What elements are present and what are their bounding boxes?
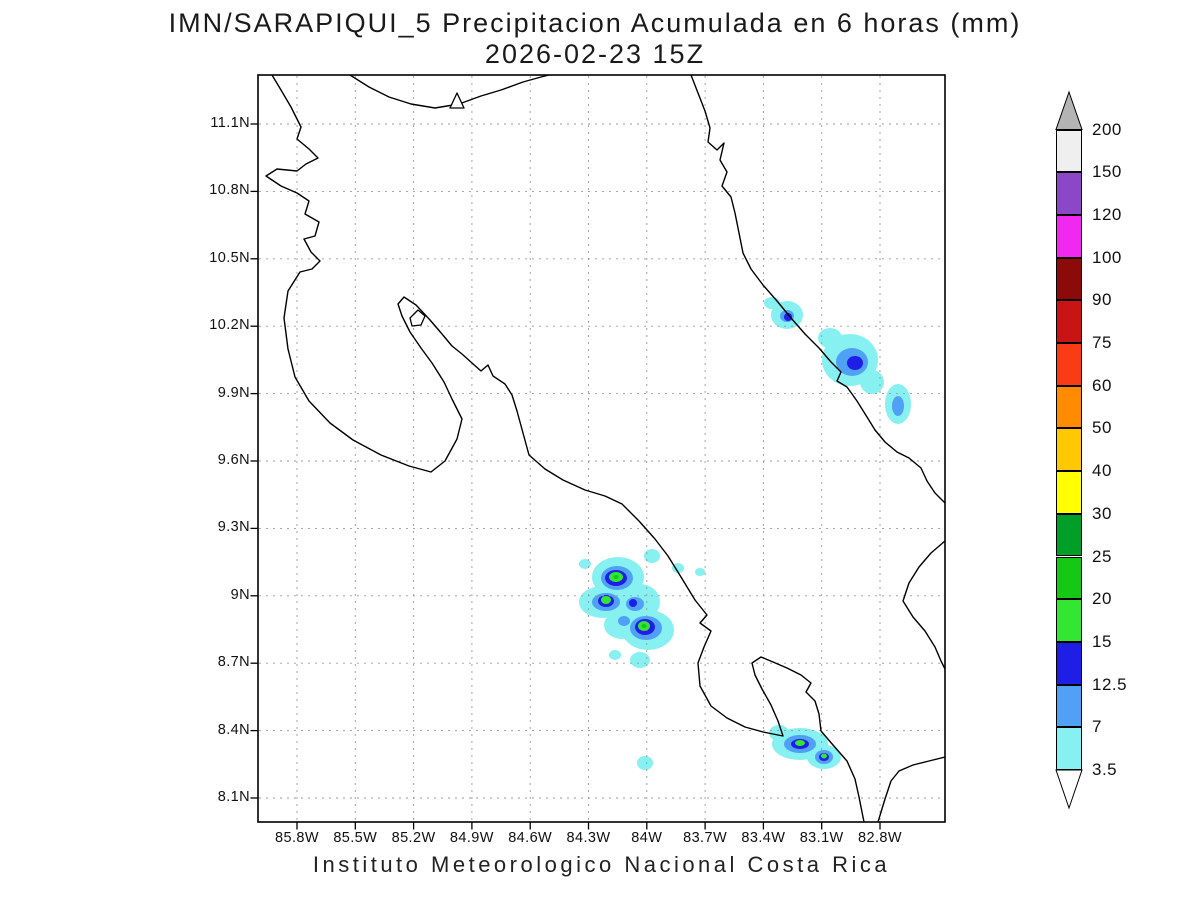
colorbar-cell [1056,172,1082,215]
precip-level-3.5-7 [579,297,911,770]
precip-shading [579,297,911,770]
lat-tick-label: 8.4N [217,721,250,738]
chart-subtitle-datetime: 2026-02-23 15Z [484,39,706,69]
lat-tick-label: 9N [230,586,250,603]
colorbar-cell [1056,300,1082,343]
lat-tick-label: 9.3N [217,519,250,536]
colorbar-label: 30 [1092,503,1112,523]
colorbar-label: 7 [1092,717,1102,737]
coastline-caribbean [690,75,945,504]
lon-tick-label: 83.4W [741,830,786,846]
colorbar-cell [1056,556,1082,600]
colorbar-cell [1056,641,1082,685]
colorbar-label: 25 [1092,546,1112,566]
gridlines [259,76,944,821]
colorbar-label: 60 [1092,375,1112,395]
colorbar-cell [1056,129,1082,173]
lat-tick-label: 9.9N [217,384,250,401]
colorbar-label: 120 [1092,204,1122,224]
colorbar-cell [1056,428,1082,472]
colorbar-label: 90 [1092,290,1112,310]
coastline-pacific-panama [877,756,945,822]
solentiname-island [449,92,465,109]
colorbar-label: 3.5 [1092,760,1118,779]
coastline-almirante-bay [902,540,945,670]
colorbar-label: 75 [1092,333,1112,352]
lat-tick-label: 10.5N [209,249,250,266]
footer-institution: Instituto Meteorologico Nacional Costa R… [312,852,891,877]
colorbar-label: 15 [1092,631,1112,651]
colorbar-arrow-top [1055,90,1083,130]
colorbar-label: 12.5 [1092,674,1128,694]
plot-frame [257,74,946,823]
axis-tick-marks [250,123,881,830]
colorbar-cell [1056,385,1082,429]
colorbar-cell [1056,513,1082,557]
colorbar-cell [1056,214,1082,258]
colorbar-label: 50 [1092,418,1112,438]
colorbar-label: 100 [1092,247,1122,267]
lon-tick-label: 85.5W [333,830,378,846]
lat-tick-label: 9.6N [217,452,250,468]
coastline-pacific-costa-rica [265,75,865,822]
colorbar-label: 150 [1092,162,1122,182]
lon-tick-label: 84W [631,830,663,846]
lon-tick-label: 82.8W [858,830,902,846]
colorbar-cell [1056,257,1082,301]
lat-tick-label: 8.7N [217,654,250,671]
lat-tick-label: 10.2N [209,317,250,334]
colorbar-label: 20 [1092,589,1112,609]
colorbar-arrow-bottom [1055,769,1083,810]
precip-level-20-25 [613,575,647,628]
lat-tick-label: 8.1N [217,789,250,805]
colorbar-label: 40 [1092,461,1112,481]
colorbar-cell [1056,343,1082,386]
lat-tick-label: 11.1N [210,115,250,131]
lon-tick-label: 85.8W [275,830,319,846]
colorbar-label: 200 [1092,119,1122,139]
lon-tick-label: 84.9W [449,830,494,846]
colorbar-cell [1056,684,1082,728]
colorbar-cell [1056,727,1082,770]
precip-level-12.5-15 [598,313,863,761]
lon-tick-label: 84.3W [566,830,611,846]
chira-island [409,309,426,327]
lon-tick-label: 83.7W [683,830,728,846]
chart-title: IMN/SARAPIQUI_5 Precipitacion Acumulada … [168,8,1022,38]
lon-tick-label: 83.1W [799,830,844,846]
colorbar-cell [1056,471,1082,514]
lake-nicaragua-shore [349,75,550,109]
colorbar-cell [1056,599,1082,642]
lat-tick-label: 10.8N [209,182,250,199]
lon-tick-label: 84.6W [508,830,553,846]
lon-tick-label: 85.2W [391,830,436,846]
